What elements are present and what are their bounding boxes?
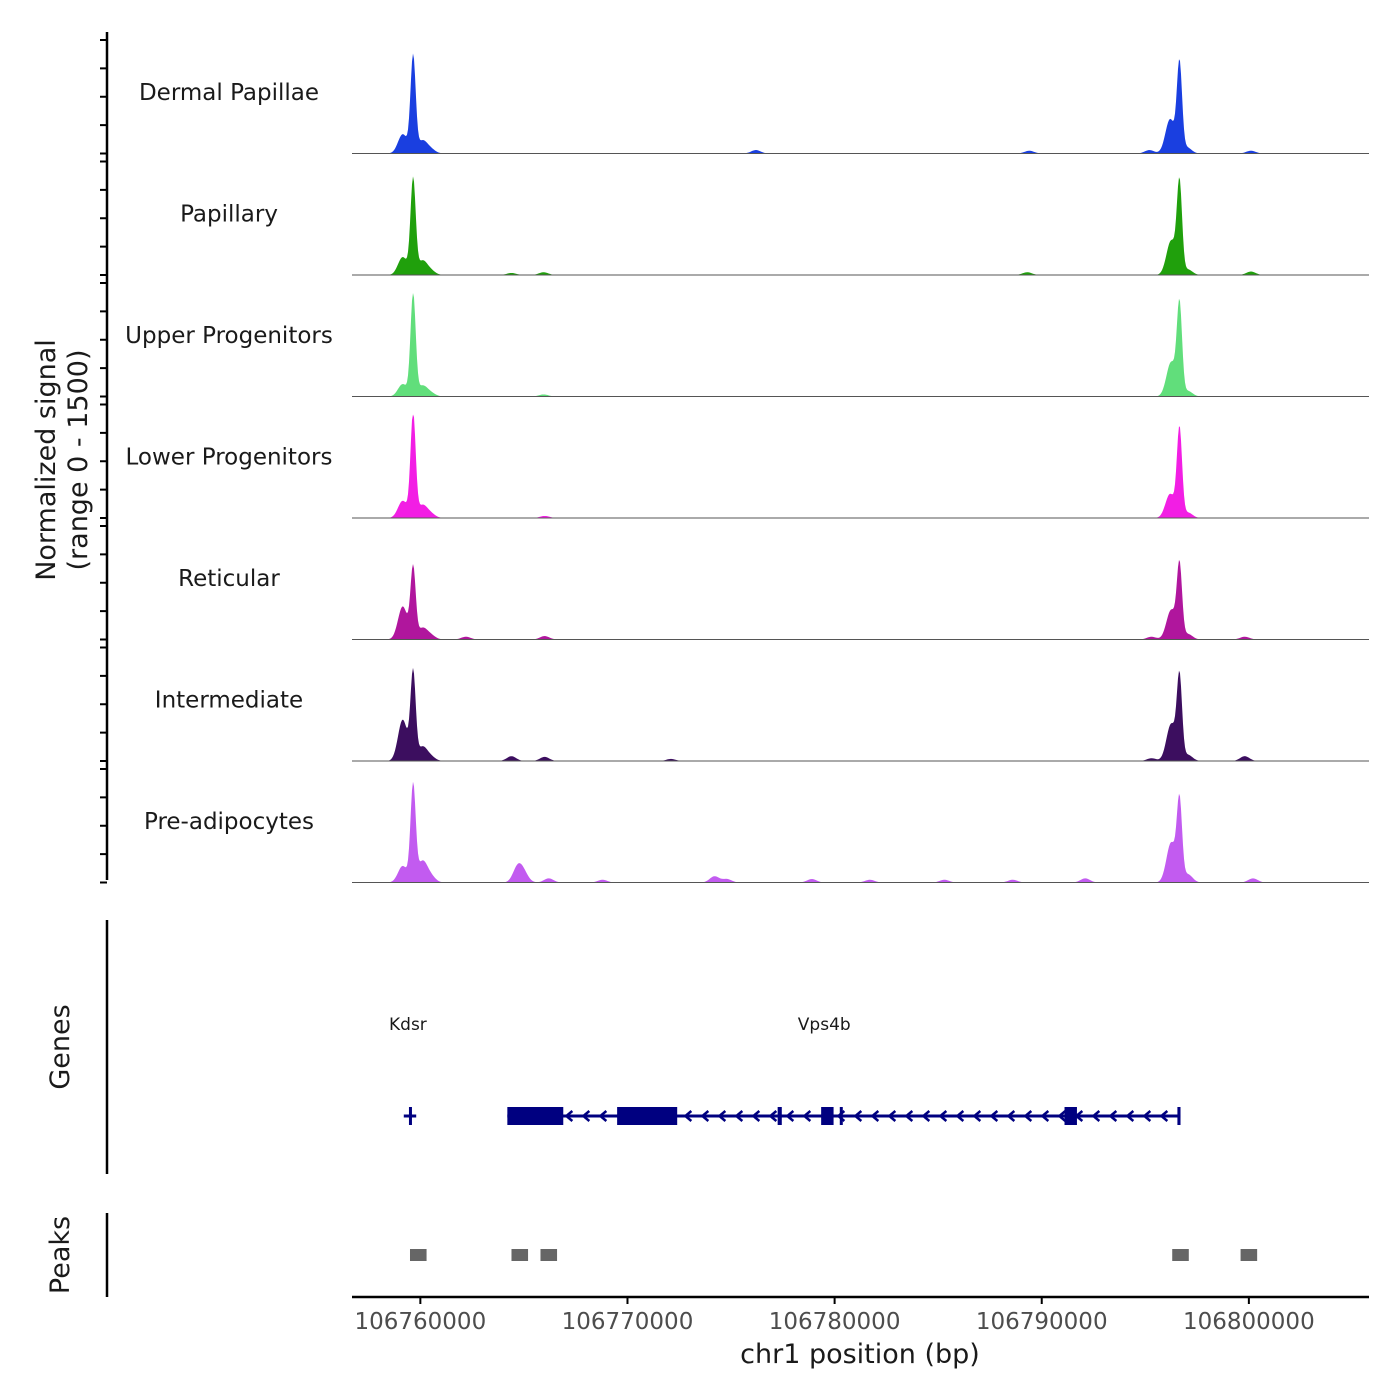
strand-arrow xyxy=(1091,1110,1101,1122)
coverage-tracks xyxy=(352,53,1369,883)
track-label: Dermal Papillae xyxy=(139,80,319,106)
strand-arrow xyxy=(921,1110,931,1122)
strand-arrow xyxy=(751,1110,761,1122)
peak-region xyxy=(540,1249,558,1261)
exon xyxy=(507,1107,564,1125)
gene-label: Kdsr xyxy=(389,1015,427,1035)
strand-arrow xyxy=(700,1110,710,1122)
track-pre-adipocytes xyxy=(352,781,1369,883)
y-axis-title-line1: Normalized signal xyxy=(31,339,62,581)
strand-arrow xyxy=(564,1110,574,1122)
track-label: Upper Progenitors xyxy=(125,323,333,349)
strand-arrow xyxy=(1040,1110,1050,1122)
strand-arrow xyxy=(683,1110,693,1122)
genes-panel-title: Genes xyxy=(45,1004,76,1089)
track-label: Reticular xyxy=(178,566,280,592)
genes-panel: Genes Kdsr Vps4b xyxy=(45,920,1181,1174)
signal-area xyxy=(352,667,1369,761)
exon xyxy=(821,1107,834,1125)
track-label: Intermediate xyxy=(155,688,303,714)
track-label: Papillary xyxy=(180,202,278,228)
strand-arrow xyxy=(581,1110,591,1122)
strand-arrow xyxy=(938,1110,948,1122)
signal-area xyxy=(352,781,1369,883)
signal-area xyxy=(352,53,1369,154)
strand-arrow xyxy=(1159,1110,1169,1122)
strand-arrow xyxy=(598,1110,608,1122)
strand-arrow xyxy=(1006,1110,1016,1122)
exon xyxy=(617,1107,678,1125)
x-tick-label: 106790000 xyxy=(976,1309,1108,1335)
gene-label: Vps4b xyxy=(798,1015,851,1035)
exon xyxy=(408,1107,412,1125)
strand-arrow xyxy=(785,1110,795,1122)
strand-arrow xyxy=(989,1110,999,1122)
signal-area xyxy=(352,559,1369,640)
strand-arrow xyxy=(717,1110,727,1122)
track-labels: Dermal Papillae Papillary Upper Progenitor… xyxy=(125,80,333,835)
strand-arrow xyxy=(853,1110,863,1122)
x-axis-title: chr1 position (bp) xyxy=(740,1339,980,1370)
signal-area xyxy=(352,414,1369,518)
peaks-panel: Peaks xyxy=(45,1213,1258,1297)
gene-vps4b: Vps4b xyxy=(507,1015,1181,1125)
strand-arrow xyxy=(1108,1110,1118,1122)
peak-region xyxy=(1240,1249,1258,1261)
track-dermal-papillae xyxy=(352,53,1369,154)
peak-region xyxy=(409,1249,427,1261)
strand-arrow xyxy=(1057,1110,1067,1122)
strand-arrow xyxy=(904,1110,914,1122)
gene-kdsr: Kdsr xyxy=(389,1015,427,1125)
x-tick-label: 106770000 xyxy=(562,1309,694,1335)
y-axis-title-line2: (range 0 - 1500) xyxy=(63,350,94,571)
x-tick-label: 106800000 xyxy=(1183,1309,1315,1335)
strand-arrow xyxy=(1125,1110,1135,1122)
strand-arrow xyxy=(955,1110,965,1122)
exon xyxy=(777,1107,782,1125)
x-tick-label: 106780000 xyxy=(769,1309,901,1335)
x-tick-label: 106760000 xyxy=(355,1309,487,1335)
strand-arrow xyxy=(972,1110,982,1122)
y-axis-title: Normalized signal (range 0 - 1500) xyxy=(31,339,94,581)
track-intermediate xyxy=(352,667,1369,762)
track-lower-progenitors xyxy=(352,414,1369,519)
peak-region xyxy=(1172,1249,1189,1261)
signal-area xyxy=(352,293,1369,397)
strand-arrow xyxy=(1023,1110,1033,1122)
exon xyxy=(839,1107,843,1125)
x-axis: 106760000 106770000 106780000 106790000 1068… xyxy=(352,1295,1369,1370)
track-label: Lower Progenitors xyxy=(126,445,333,471)
strand-arrow xyxy=(1142,1110,1152,1122)
strand-arrow xyxy=(870,1110,880,1122)
strand-arrow xyxy=(802,1110,812,1122)
track-label: Pre-adipocytes xyxy=(144,809,314,835)
track-papillary xyxy=(352,176,1369,276)
peaks-panel-title: Peaks xyxy=(45,1216,76,1294)
track-upper-progenitors xyxy=(352,293,1369,397)
strand-arrow xyxy=(768,1110,778,1122)
exon xyxy=(1177,1107,1181,1125)
strand-arrow xyxy=(887,1110,897,1122)
track-reticular xyxy=(352,559,1369,640)
signal-area xyxy=(352,176,1369,275)
strand-arrow xyxy=(734,1110,744,1122)
exon xyxy=(1064,1107,1077,1125)
peak-region xyxy=(511,1249,529,1261)
coverage-y-axis xyxy=(100,32,109,884)
